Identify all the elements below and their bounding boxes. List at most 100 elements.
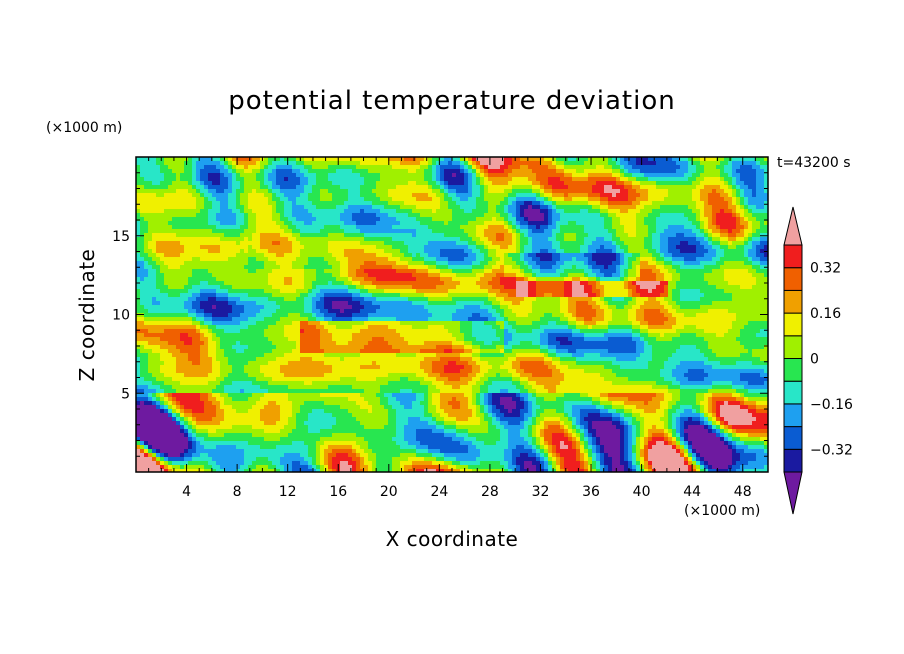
- field-cell: [564, 293, 573, 298]
- field-cell: [388, 189, 433, 194]
- field-cell: [712, 221, 717, 226]
- field-cell: [324, 457, 329, 462]
- field-cell: [600, 401, 613, 406]
- field-cell: [156, 161, 165, 166]
- field-cell: [348, 265, 361, 270]
- field-cell: [468, 233, 477, 238]
- field-cell: [356, 465, 361, 470]
- field-cell: [488, 369, 509, 374]
- field-cell: [172, 377, 217, 382]
- field-cell: [420, 441, 461, 446]
- field-cell: [320, 197, 333, 202]
- field-cell: [692, 189, 701, 194]
- field-cell: [644, 349, 653, 354]
- field-cell: [252, 461, 273, 466]
- field-cell: [452, 397, 457, 402]
- field-cell: [272, 209, 277, 214]
- field-cell: [284, 177, 289, 182]
- field-cell: [556, 209, 565, 214]
- field-cell: [552, 453, 557, 458]
- field-cell: [620, 253, 625, 258]
- field-cell: [212, 457, 245, 462]
- field-cell: [652, 461, 685, 466]
- field-cell: [636, 465, 641, 470]
- field-cell: [732, 165, 741, 170]
- field-cell: [388, 397, 397, 402]
- field-cell: [380, 389, 401, 394]
- field-cell: [632, 425, 637, 430]
- field-cell: [488, 281, 501, 286]
- field-cell: [440, 201, 449, 206]
- field-cell: [296, 201, 313, 206]
- field-cell: [476, 165, 481, 170]
- field-cell: [764, 205, 768, 210]
- field-cell: [680, 293, 705, 298]
- field-cell: [308, 461, 313, 466]
- field-cell: [540, 201, 545, 206]
- field-cell: [504, 285, 517, 290]
- field-cell: [136, 401, 141, 406]
- field-cell: [764, 381, 768, 386]
- field-cell: [748, 253, 757, 258]
- field-cell: [512, 229, 517, 234]
- field-cell: [200, 337, 209, 342]
- field-cell: [316, 457, 321, 462]
- field-cell: [376, 361, 421, 366]
- field-cell: [232, 157, 237, 162]
- field-cell: [504, 333, 513, 338]
- field-cell: [212, 393, 221, 398]
- field-cell: [660, 369, 673, 374]
- field-cell: [576, 429, 581, 434]
- field-cell: [252, 433, 289, 438]
- field-cell: [492, 181, 509, 186]
- field-cell: [508, 409, 513, 414]
- field-cell: [284, 193, 301, 198]
- field-cell: [724, 165, 733, 170]
- field-cell: [684, 373, 709, 378]
- field-cell: [764, 221, 768, 226]
- field-cell: [460, 469, 473, 472]
- field-cell: [744, 217, 749, 222]
- field-cell: [524, 209, 541, 214]
- field-cell: [704, 393, 713, 398]
- field-cell: [596, 449, 601, 454]
- field-cell: [160, 345, 177, 350]
- field-cell: [568, 433, 573, 438]
- field-cell: [416, 205, 441, 210]
- field-cell: [704, 361, 721, 366]
- field-cell: [676, 377, 689, 382]
- field-cell: [420, 417, 433, 422]
- field-cell: [528, 433, 533, 438]
- field-cell: [344, 201, 373, 206]
- field-cell: [168, 341, 185, 346]
- field-cell: [244, 217, 249, 222]
- field-cell: [632, 465, 637, 470]
- field-cell: [656, 381, 673, 386]
- field-cell: [700, 417, 705, 422]
- field-cell: [480, 169, 485, 174]
- field-cell: [512, 265, 521, 270]
- field-cell: [492, 413, 497, 418]
- field-cell: [212, 469, 217, 472]
- field-cell: [488, 317, 497, 322]
- field-cell: [176, 389, 213, 394]
- field-cell: [632, 165, 681, 170]
- x-tick-label: 32: [532, 484, 550, 500]
- field-cell: [504, 273, 517, 278]
- field-cell: [148, 241, 157, 246]
- field-cell: [356, 269, 365, 274]
- field-cell: [160, 257, 193, 262]
- field-cell: [692, 417, 701, 422]
- field-cell: [544, 229, 553, 234]
- field-cell: [640, 261, 649, 266]
- field-cell: [680, 385, 713, 390]
- field-cell: [632, 421, 641, 426]
- field-cell: [648, 445, 653, 450]
- field-cell: [496, 297, 505, 302]
- field-cell: [264, 193, 273, 198]
- field-cell: [644, 217, 657, 222]
- field-cell: [712, 245, 721, 250]
- field-cell: [552, 465, 557, 470]
- field-cell: [640, 185, 657, 190]
- field-cell: [392, 437, 405, 442]
